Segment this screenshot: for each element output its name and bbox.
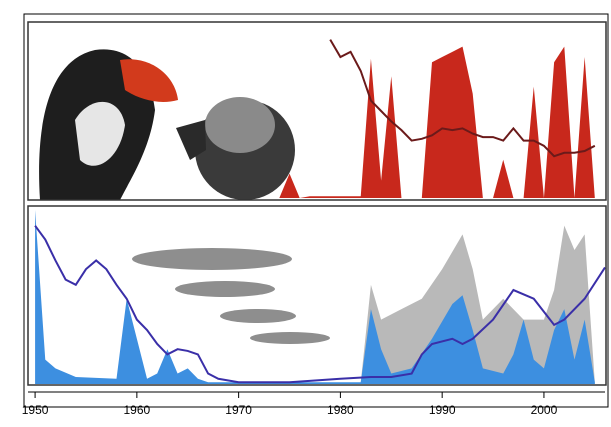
top-panel-frame (27, 21, 607, 201)
x-tick-label: 1970 (225, 403, 252, 417)
area (360, 225, 595, 384)
x-tick-label: 1960 (124, 403, 151, 417)
puffin-face (75, 101, 125, 166)
area (279, 46, 595, 199)
x-tick-label: 1990 (429, 403, 456, 417)
x-tick-label: 1950 (22, 403, 49, 417)
chick-head (205, 97, 275, 153)
fish (175, 281, 275, 297)
fish (220, 309, 296, 323)
illustrations (39, 49, 330, 344)
x-tick-label: 1980 (327, 403, 354, 417)
fish (132, 248, 292, 270)
line (329, 39, 596, 158)
outer-frame (23, 13, 609, 408)
puffin-beak (120, 59, 178, 102)
fish (250, 332, 330, 344)
chick-beak (176, 120, 206, 160)
bottom-panel-frame (27, 205, 607, 386)
x-tick-label: 2000 (531, 403, 558, 417)
line (34, 225, 606, 384)
